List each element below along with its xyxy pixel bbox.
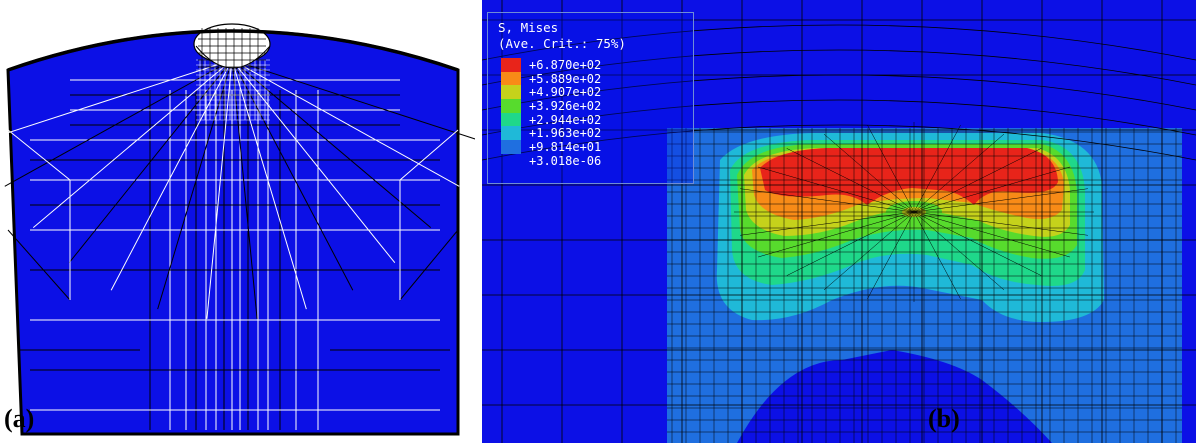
legend-swatch [501, 140, 521, 154]
contour-band-red [760, 148, 1058, 205]
legend-value: +5.889e+02 [529, 71, 602, 86]
legend-entry: +9.814e+01 [501, 140, 601, 154]
mesh-line [110, 59, 233, 291]
mesh-line [0, 59, 233, 136]
legend-swatch [501, 58, 521, 72]
panel-a-label: (a) [4, 404, 35, 433]
legend-value: +4.907e+02 [529, 85, 602, 100]
mesh-line [206, 59, 233, 319]
legend-swatch [501, 71, 521, 86]
indentation-cone [195, 45, 271, 69]
mesh-line [7, 129, 71, 181]
legend-swatch [501, 112, 521, 127]
legend-value: +3.926e+02 [529, 98, 602, 113]
contour-mesh-line [823, 133, 915, 213]
legend-value: +9.814e+01 [529, 139, 602, 154]
legend-entry: +5.889e+02 [501, 71, 602, 86]
mesh-line [4, 59, 233, 187]
cap-grid [198, 28, 266, 72]
contour-mesh-curve [482, 49, 1196, 86]
contour-mesh-curve [482, 24, 1196, 61]
mesh-line [231, 59, 258, 319]
contour-mesh-lines [482, 0, 1196, 443]
legend-title-line1: S, Mises [498, 20, 559, 35]
contour-mesh-line [913, 188, 1088, 213]
contour-mesh-line [867, 124, 915, 213]
mesh-line [399, 129, 459, 181]
contour-mesh-curve [482, 124, 1196, 161]
mesh-line [231, 59, 396, 264]
contour-mesh-line [867, 211, 915, 300]
mesh-lines [0, 59, 475, 430]
contour-mesh-line [786, 148, 915, 213]
legend-entry: +6.870e+02 [501, 58, 601, 72]
contour-mesh-line [913, 211, 1042, 276]
contour-mesh-line [913, 124, 961, 213]
panel-b-label: (b) [928, 404, 960, 433]
contour-mesh-line [913, 133, 1005, 213]
legend-value: +2.944e+02 [529, 112, 602, 127]
contour-mesh-line [786, 211, 915, 276]
legend-entry: +1.963e+02 [501, 126, 602, 141]
contour-mesh-curve [482, 99, 1196, 136]
contour-mesh-line [913, 148, 1042, 213]
contour-mesh-line [913, 166, 1070, 213]
specimen-top-outline [7, 29, 459, 72]
mesh-line [7, 229, 71, 301]
contour-mesh-line [913, 211, 1088, 236]
contour-mesh-line [913, 211, 1005, 291]
contour-mesh-line [913, 211, 961, 300]
mesh-line [231, 59, 460, 187]
legend-title-line2: (Ave. Crit.: 75%) [498, 36, 626, 51]
legend-value: +6.870e+02 [529, 57, 602, 72]
legend-entry: +2.944e+02 [501, 112, 602, 127]
contour-mesh-line [758, 211, 915, 258]
legend-title: S, Mises (Ave. Crit.: 75%) [498, 20, 626, 52]
legend-swatch [501, 99, 521, 113]
legend-swatch [501, 154, 521, 168]
legend-swatch [501, 85, 521, 100]
contour-mesh-line [740, 211, 915, 236]
legend-entry: +3.018e-06 [501, 154, 601, 168]
legend-entries: +6.870e+02 +5.889e+02 +4.907e+02 +3.926e+02… [501, 58, 601, 168]
mesh-drawing [0, 23, 475, 436]
legend-value: +1.963e+02 [529, 126, 602, 141]
mesh-line [399, 229, 459, 301]
panel-b-contour: (b) [482, 0, 1196, 443]
contour-mesh-line [823, 211, 915, 291]
mesh-line [231, 59, 475, 140]
legend-entry: +3.926e+02 [501, 99, 601, 113]
contour-mesh-line [740, 188, 915, 213]
mesh-line [231, 59, 307, 310]
legend-value: +3.018e-06 [529, 153, 602, 168]
contour-mesh-line [913, 211, 1070, 258]
mesh-line [231, 59, 354, 291]
stress-legend: S, Mises (Ave. Crit.: 75%) +6.870e+02 +5.… [487, 12, 694, 184]
contour-mesh-curve [482, 74, 1196, 111]
panel-a-mesh: (a) [0, 0, 475, 443]
contour-plot [482, 0, 1196, 443]
contour-mesh-line [758, 166, 915, 213]
mesh-line [157, 59, 233, 310]
mesh-line [32, 59, 233, 229]
legend-swatch [501, 126, 521, 141]
specimen-body [6, 29, 460, 436]
legend-entry: +4.907e+02 [501, 85, 602, 100]
